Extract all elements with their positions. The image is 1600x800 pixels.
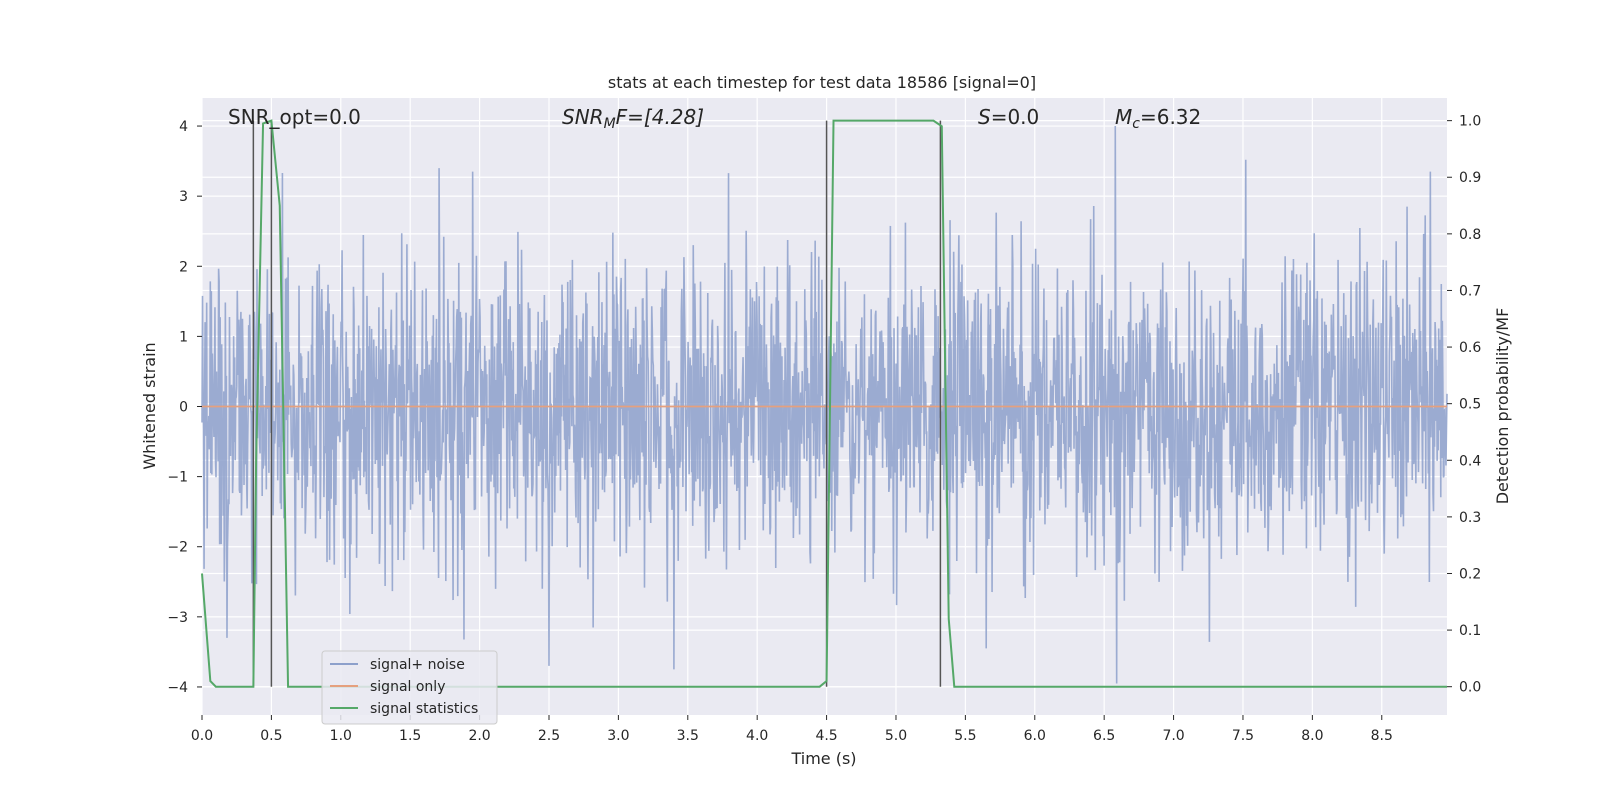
y-right-tick-label: 0.6 <box>1459 340 1481 356</box>
x-tick-label: 0.5 <box>260 728 282 744</box>
signal-statistics-series <box>201 119 1447 688</box>
legend: signal+ noise signal only signal statist… <box>321 650 498 725</box>
y-left-tick-label: 0 <box>179 400 188 416</box>
y-left-tick-label: −2 <box>167 540 188 556</box>
annotation-mc: Mc=6.32 <box>1115 105 1201 132</box>
y-right-tick-label: 0.4 <box>1459 453 1481 469</box>
vertical-markers <box>252 120 942 687</box>
y-left-tick-label: −4 <box>167 680 188 696</box>
y-right-tick-label: 0.8 <box>1459 227 1481 243</box>
y-left-tick-label: −1 <box>167 470 188 486</box>
y-right-tick-label: 0.5 <box>1459 397 1481 413</box>
x-tick-label: 3.0 <box>607 728 629 744</box>
series-line-signal-noise <box>201 126 1448 684</box>
x-tick-label: 7.5 <box>1232 728 1254 744</box>
legend-label-signal-only: signal only <box>370 679 445 695</box>
x-tick-label: 0.0 <box>191 728 213 744</box>
y-right-tick-label: 0.2 <box>1459 566 1481 582</box>
x-tick-label: 2.5 <box>538 728 560 744</box>
annotation-snr-mf-subscript: M <box>604 116 616 132</box>
y-right-tick-label: 0.9 <box>1459 170 1481 186</box>
annotation-snr-opt: SNR_opt=0.0 <box>228 105 361 129</box>
y-right-tick-label: 0.7 <box>1459 283 1481 299</box>
y-right-tick-label: 0.1 <box>1459 623 1481 639</box>
y-left-tick-label: 2 <box>179 259 188 275</box>
annotation-snr-mf: SNRMF=[4.28] <box>562 105 704 132</box>
x-axis-label: Time (s) <box>790 749 856 768</box>
y-right-axis-ticks: 1.0 0.9 0.8 0.7 0.6 0.5 0.4 0.3 0.2 0.1 0.0 <box>1447 114 1481 696</box>
x-tick-label: 6.0 <box>1024 728 1046 744</box>
legend-box <box>321 650 498 725</box>
series-line-signal-statistics <box>201 119 1447 688</box>
y-left-axis-label: Whitened strain <box>140 342 159 469</box>
x-tick-label: 4.0 <box>746 728 768 744</box>
y-right-tick-label: 0.3 <box>1459 510 1481 526</box>
legend-label-signal-statistics: signal statistics <box>370 701 478 717</box>
x-tick-label: 7.0 <box>1162 728 1184 744</box>
annotation-mc-subscript: c <box>1132 116 1140 132</box>
signal-noise-series <box>201 126 1448 684</box>
x-tick-label: 4.5 <box>815 728 837 744</box>
annotation-snr-mf-symbol: SNR <box>562 105 604 129</box>
x-axis-ticks: 0.0 0.5 1.0 1.5 2.0 2.5 3.0 3.5 4.0 4.5 5.0 5.5 6.0 6… <box>191 715 1393 744</box>
y-right-tick-label: 1.0 <box>1459 114 1481 130</box>
annotation-s-symbol: S <box>978 105 991 129</box>
x-tick-label: 2.0 <box>468 728 490 744</box>
annotation-mc-symbol: M <box>1115 105 1132 129</box>
y-right-axis-label: Detection probability/MF <box>1493 308 1512 505</box>
y-left-tick-label: 4 <box>179 119 188 135</box>
x-tick-label: 1.0 <box>330 728 352 744</box>
y-right-tick-label: 0.0 <box>1459 680 1481 696</box>
y-left-axis-ticks: 4 3 2 1 0 −1 −2 −3 −4 <box>167 119 202 696</box>
annotation-mc-rest: =6.32 <box>1140 105 1201 129</box>
chart-title: stats at each timestep for test data 185… <box>608 73 1036 92</box>
x-tick-label: 5.5 <box>954 728 976 744</box>
x-tick-label: 5.0 <box>885 728 907 744</box>
y-left-tick-label: −3 <box>167 610 188 626</box>
annotation-s-rest: =0.0 <box>991 105 1040 129</box>
y-left-tick-label: 1 <box>179 329 188 345</box>
annotation-s: S=0.0 <box>978 105 1039 129</box>
annotation-snr-mf-rest: F=[4.28] <box>616 105 704 129</box>
x-tick-label: 3.5 <box>677 728 699 744</box>
x-tick-label: 1.5 <box>399 728 421 744</box>
y-left-tick-label: 3 <box>179 189 188 205</box>
x-tick-label: 8.5 <box>1371 728 1393 744</box>
legend-label-signal-noise: signal+ noise <box>370 657 465 673</box>
x-tick-label: 8.0 <box>1301 728 1323 744</box>
x-tick-label: 6.5 <box>1093 728 1115 744</box>
